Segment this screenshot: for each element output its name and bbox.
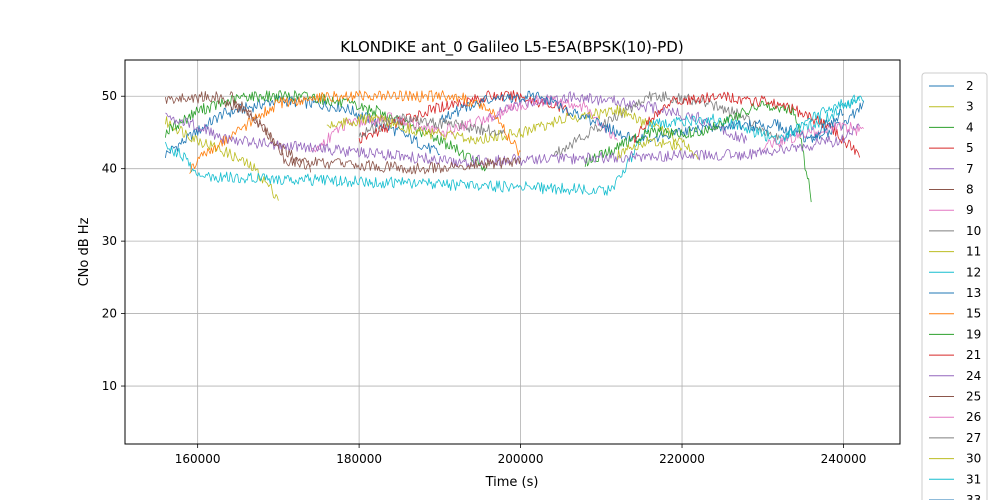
series-line-24 xyxy=(165,112,860,168)
legend-label-9: 9 xyxy=(966,203,974,217)
legend-label-10: 10 xyxy=(966,224,981,238)
series-line-11 xyxy=(326,104,699,160)
series-line-19 xyxy=(584,100,812,203)
legend-label-30: 30 xyxy=(966,452,981,466)
x-tick-label: 160000 xyxy=(175,452,221,466)
series-layer xyxy=(165,90,865,203)
legend-label-24: 24 xyxy=(966,369,981,383)
series-line-27 xyxy=(358,113,505,138)
legend-label-13: 13 xyxy=(966,286,981,300)
series-line-21 xyxy=(633,91,860,158)
legend-label-8: 8 xyxy=(966,183,974,197)
legend-label-26: 26 xyxy=(966,410,981,424)
legend-label-15: 15 xyxy=(966,307,981,321)
legend-label-21: 21 xyxy=(966,348,981,362)
series-line-8 xyxy=(165,91,312,173)
legend-label-2: 2 xyxy=(966,79,974,93)
y-tick-label: 50 xyxy=(102,89,117,103)
series-line-3 xyxy=(165,116,279,201)
series-line-33 xyxy=(810,108,844,143)
legend-label-31: 31 xyxy=(966,472,981,486)
tick-layer: 160000 180000 200000 220000 240000 10 20 30 40 50 xyxy=(102,89,867,466)
series-line-15 xyxy=(189,90,521,174)
x-axis-label: Time (s) xyxy=(485,475,539,490)
series-line-7 xyxy=(487,91,747,144)
series-line-10 xyxy=(552,91,780,156)
series-line-4 xyxy=(165,90,489,172)
x-tick-label: 180000 xyxy=(336,452,382,466)
series-line-26 xyxy=(762,121,864,151)
series-line-12 xyxy=(165,96,860,196)
legend-label-33: 33 xyxy=(966,493,981,500)
y-tick-label: 30 xyxy=(102,234,117,248)
legend-frame xyxy=(921,72,988,500)
y-tick-label: 20 xyxy=(102,307,117,321)
grid-layer xyxy=(125,60,900,444)
x-tick-label: 220000 xyxy=(659,452,705,466)
series-line-30 xyxy=(617,136,683,160)
legend-label-27: 27 xyxy=(966,431,981,445)
legend-label-12: 12 xyxy=(966,265,981,279)
legend-label-11: 11 xyxy=(966,245,981,259)
legend-label-5: 5 xyxy=(966,141,974,155)
x-tick-label: 200000 xyxy=(498,452,544,466)
legend-label-3: 3 xyxy=(966,100,974,114)
legend: 2 3 4 5 7 8 9 10 11 12 13 15 19 21 24 25 26 27 30 31 33 xyxy=(921,72,988,500)
legend-label-7: 7 xyxy=(966,162,974,176)
chart-title: KLONDIKE ant_0 Galileo L5-E5A(BPSK(10)-P… xyxy=(340,38,683,57)
series-line-25 xyxy=(229,91,521,175)
legend-label-19: 19 xyxy=(966,327,981,341)
legend-label-4: 4 xyxy=(966,120,974,134)
plot-frame xyxy=(124,59,901,445)
y-tick-label: 40 xyxy=(102,162,117,176)
x-tick-label: 240000 xyxy=(821,452,867,466)
series-line-31 xyxy=(778,94,864,142)
series-line-9 xyxy=(310,94,618,153)
y-axis-label: CNo dB Hz xyxy=(77,217,92,286)
y-tick-label: 10 xyxy=(102,379,117,393)
legend-label-25: 25 xyxy=(966,390,981,404)
